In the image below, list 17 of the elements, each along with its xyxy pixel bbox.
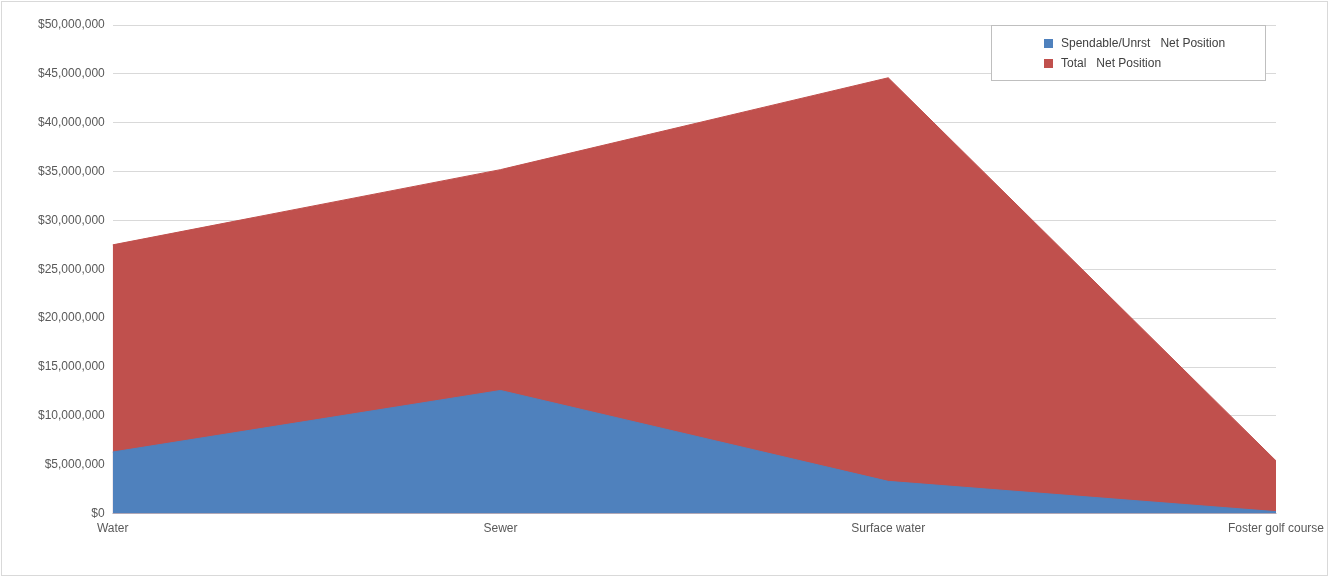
y-tick-label: $40,000,000 <box>38 115 106 130</box>
y-tick-label: $30,000,000 <box>38 212 106 227</box>
x-tick-label: Surface water <box>851 521 926 536</box>
y-tick-label: $50,000,000 <box>38 17 106 32</box>
x-tick-label: Water <box>96 521 129 536</box>
y-tick-label: $15,000,000 <box>38 359 106 374</box>
x-tick-label: Sewer <box>483 521 518 536</box>
y-tick-label: $0 <box>91 505 106 520</box>
legend-label: Total Net Position <box>1060 56 1163 70</box>
y-tick-label: $45,000,000 <box>38 66 106 81</box>
y-tick-label: $25,000,000 <box>38 261 106 276</box>
y-tick-label: $20,000,000 <box>38 310 106 325</box>
y-tick-label: $35,000,000 <box>38 163 106 178</box>
y-tick-label: $5,000,000 <box>44 457 106 472</box>
y-tick-label: $10,000,000 <box>38 408 106 423</box>
legend-label: Spendable/Unrst Net Position <box>1060 36 1226 50</box>
x-tick-label: Foster golf course <box>1227 521 1325 536</box>
